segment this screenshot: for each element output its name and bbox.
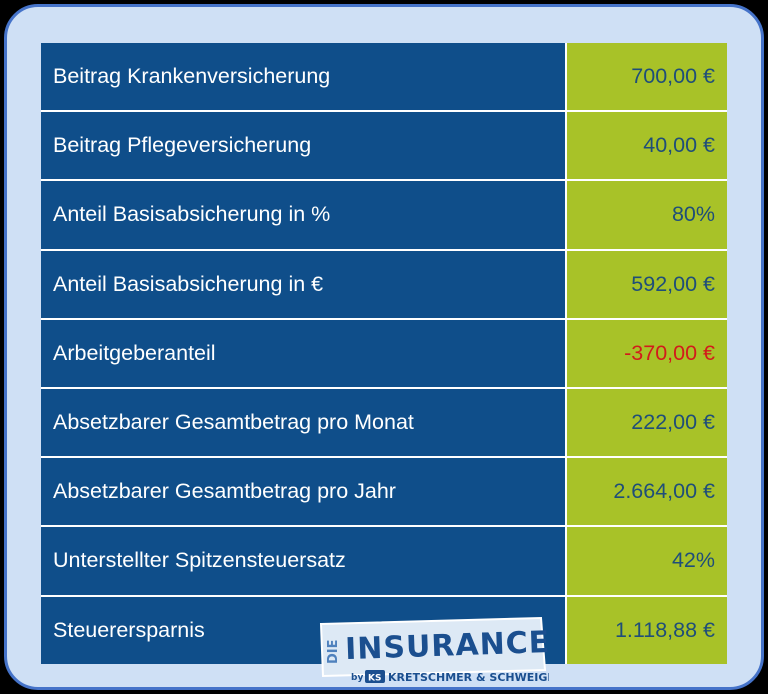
logo-company: KRETSCHMER & SCHWEIGER — [388, 671, 549, 684]
row-value-gesamt-monat: 222,00 € — [567, 388, 727, 457]
logo-badge-icon — [365, 670, 385, 683]
tax-savings-table: Beitrag Krankenversicherung 700,00 € Bei… — [41, 43, 727, 664]
row-label-pflegeversicherung: Beitrag Pflegeversicherung — [41, 112, 565, 180]
logo-badge-text: KS — [368, 674, 381, 684]
row-label-arbeitgeberanteil: Arbeitgeberanteil — [41, 319, 565, 387]
row-value-basis-percent: 80% — [567, 181, 727, 249]
row-label-basis-euro: Anteil Basisabsicherung in € — [41, 250, 565, 318]
logo-prefix: DIE — [326, 639, 341, 664]
logo-name: INSURANCER — [345, 624, 549, 667]
row-label-gesamt-jahr: Absetzbarer Gesamtbetrag pro Jahr — [41, 458, 565, 526]
row-value-arbeitgeberanteil: -370,00 € — [567, 319, 727, 387]
row-value-krankenversicherung: 700,00 € — [567, 43, 727, 111]
row-value-gesamt-jahr: 2.664,00 € — [567, 458, 727, 526]
row-label-spitzensteuersatz: Unterstellter Spitzensteuersatz — [41, 527, 565, 595]
logo-by: by — [351, 673, 363, 683]
row-value-basis-euro: 592,00 € — [567, 250, 727, 318]
row-label-gesamt-monat: Absetzbarer Gesamtbetrag pro Monat — [41, 388, 565, 457]
row-value-spitzensteuersatz: 42% — [567, 527, 727, 595]
row-value-steuerersparnis: 1.118,88 € — [567, 596, 727, 664]
insurancer-logo: DIE INSURANCER by KS KRETSCHMER & SCHWEI… — [319, 616, 549, 684]
row-label-krankenversicherung: Beitrag Krankenversicherung — [41, 43, 565, 111]
row-label-basis-percent: Anteil Basisabsicherung in % — [41, 181, 565, 249]
row-value-pflegeversicherung: 40,00 € — [567, 112, 727, 180]
